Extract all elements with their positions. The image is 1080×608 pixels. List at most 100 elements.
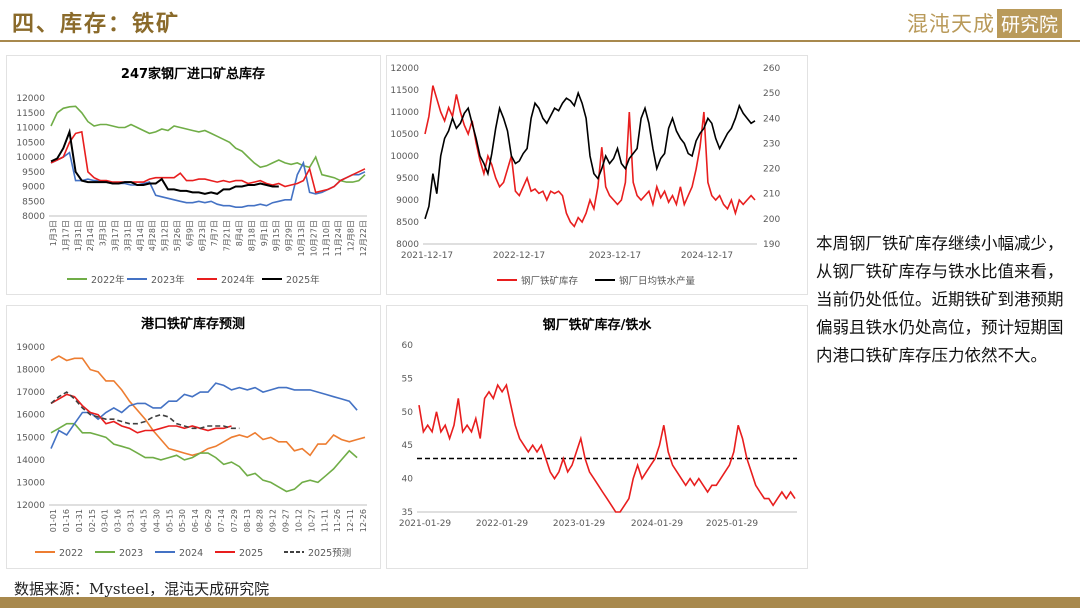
x-tick-label: 5月12日 [161, 220, 170, 251]
x-tick-label: 03-01 [101, 509, 110, 532]
series-line-钢厂日均铁水产量 [424, 90, 756, 220]
series-line-2024年 [50, 130, 366, 194]
x-tick-label: 3月17日 [111, 220, 120, 251]
x-tick-label: 6月23日 [198, 220, 207, 251]
x-tick-label: 2022-01-29 [476, 519, 529, 529]
brand-logo: 混沌天成 研究院 [907, 8, 1062, 38]
x-tick-label: 07-29 [230, 509, 239, 532]
series-line-2025预测 [50, 391, 240, 430]
x-tick-label: 10-12 [294, 509, 303, 532]
chart-ore-vs-hot-metal: 12000 11500 11000 10500 10000 9500 9000 8500 800… [390, 64, 780, 287]
x-tick-label: 9月15日 [272, 220, 281, 251]
y-tick-label: 9000 [396, 196, 419, 206]
x-tick-label: 12-26 [359, 509, 368, 532]
y-tick-label: 15000 [16, 433, 45, 443]
x-tick-label: 8月18日 [247, 220, 256, 251]
legend-label: 2022年 [91, 274, 125, 286]
data-source: 数据来源：Mysteel，混沌天成研究院 [14, 580, 270, 598]
chart-panel-steel-mill-inventory: 247家钢厂进口矿总库存 12000 11500 11000 10500 10000 950… [6, 55, 381, 295]
x-tick-label: 03-31 [127, 509, 136, 532]
y-right-tick-label: 200 [763, 215, 780, 225]
legend-label: 2024 [179, 548, 203, 559]
x-tick-label: 7月21日 [223, 220, 232, 251]
x-tick-label: 01-31 [75, 509, 84, 532]
x-tick-label: 9月29日 [285, 220, 294, 251]
x-tick-label: 08-28 [256, 509, 265, 532]
y-tick-label: 13000 [16, 478, 45, 488]
y-tick-label: 10000 [390, 152, 419, 162]
x-tick-label: 12月22日 [359, 220, 368, 256]
series-line-2024 [50, 382, 358, 449]
x-tick-label: 9月1日 [260, 220, 269, 246]
x-tick-label: 04-15 [139, 509, 148, 532]
series-line-ratio [418, 383, 796, 513]
x-tick-label: 1月3日 [49, 220, 58, 246]
legend-label: 2023年 [151, 274, 185, 286]
x-tick-label: 4月14日 [136, 220, 145, 251]
x-tick-label: 03-16 [114, 509, 123, 532]
y-tick-label: 45 [402, 441, 413, 451]
footer-bar [0, 597, 1080, 608]
x-tick-label: 6月9日 [185, 220, 194, 246]
x-tick-label: 2024-12-17 [681, 251, 733, 261]
y-tick-label: 8000 [22, 212, 45, 222]
y-tick-label: 8500 [396, 218, 419, 228]
x-tick-label: 2024-01-29 [631, 519, 684, 529]
legend-label: 钢厂铁矿库存 [521, 275, 579, 287]
y-tick-label: 12000 [16, 501, 45, 511]
x-tick-label: 09-27 [282, 509, 291, 532]
x-tick-label: 3月31日 [123, 220, 132, 251]
x-tick-label: 5月26日 [173, 220, 182, 251]
page-title: 四、库存：铁矿 [12, 11, 181, 37]
y-tick-label: 9000 [22, 183, 45, 193]
x-tick-label: 2月14日 [86, 220, 95, 251]
y-tick-label: 10000 [16, 153, 45, 163]
series-line-2025年 [50, 127, 279, 195]
y-tick-label: 9500 [396, 174, 419, 184]
y-tick-label: 35 [402, 508, 413, 518]
x-tick-label: 11-26 [333, 509, 342, 532]
series-line-钢厂铁矿库存 [424, 85, 756, 228]
y-tick-label: 11500 [390, 86, 419, 96]
x-tick-label: 2021-01-29 [399, 519, 452, 529]
chart-steel-mill-inventory: 247家钢厂进口矿总库存 12000 11500 11000 10500 10000 950… [16, 66, 368, 286]
x-tick-label: 01-01 [49, 509, 58, 532]
legend-label: 2024年 [221, 274, 255, 286]
series-line-2023 [50, 422, 358, 493]
y-tick-label: 19000 [16, 343, 45, 353]
x-tick-label: 2023-01-29 [553, 519, 606, 529]
y-tick-label: 60 [402, 341, 414, 351]
x-tick-label: 02-15 [88, 509, 97, 532]
y-right-tick-label: 260 [763, 64, 780, 74]
chart-title: 钢厂铁矿库存/铁水 [543, 317, 653, 333]
series-line-2022年 [50, 105, 366, 183]
legend-label: 钢厂日均铁水产量 [619, 275, 696, 287]
x-tick-label: 3月3日 [99, 220, 108, 246]
y-tick-label: 40 [402, 475, 414, 485]
x-tick-label: 10月27日 [309, 220, 318, 256]
x-tick-label: 2021-12-17 [401, 251, 453, 261]
x-tick-label: 10-27 [307, 509, 316, 532]
x-tick-label: 7月7日 [210, 220, 219, 246]
legend-label: 2022 [59, 548, 83, 559]
legend-label: 2025年 [286, 274, 320, 286]
logo-text: 混沌天成 [906, 12, 995, 36]
y-right-tick-label: 210 [763, 190, 780, 200]
y-tick-label: 12000 [390, 64, 419, 74]
x-tick-label: 11月10日 [322, 220, 331, 256]
x-tick-label: 11-11 [320, 509, 329, 532]
x-tick-label: 01-16 [62, 509, 71, 532]
chart-panel-ore-vs-hot-metal: 12000 11500 11000 10500 10000 9500 9000 8500 800… [386, 55, 808, 295]
x-tick-label: 12月8日 [347, 220, 356, 251]
x-tick-label: 07-14 [217, 509, 226, 532]
y-right-tick-label: 230 [763, 139, 780, 149]
y-tick-label: 16000 [16, 411, 45, 421]
x-tick-label: 05-15 [165, 509, 174, 532]
y-tick-label: 11000 [16, 124, 45, 134]
series-line-2022 [50, 355, 366, 457]
y-tick-label: 11500 [16, 109, 45, 119]
x-tick-label: 2023-12-17 [589, 251, 641, 261]
y-tick-label: 10500 [390, 130, 419, 140]
chart-panel-port-forecast: 港口铁矿库存预测 19000 18000 17000 16000 15000 14000 13… [6, 305, 381, 569]
